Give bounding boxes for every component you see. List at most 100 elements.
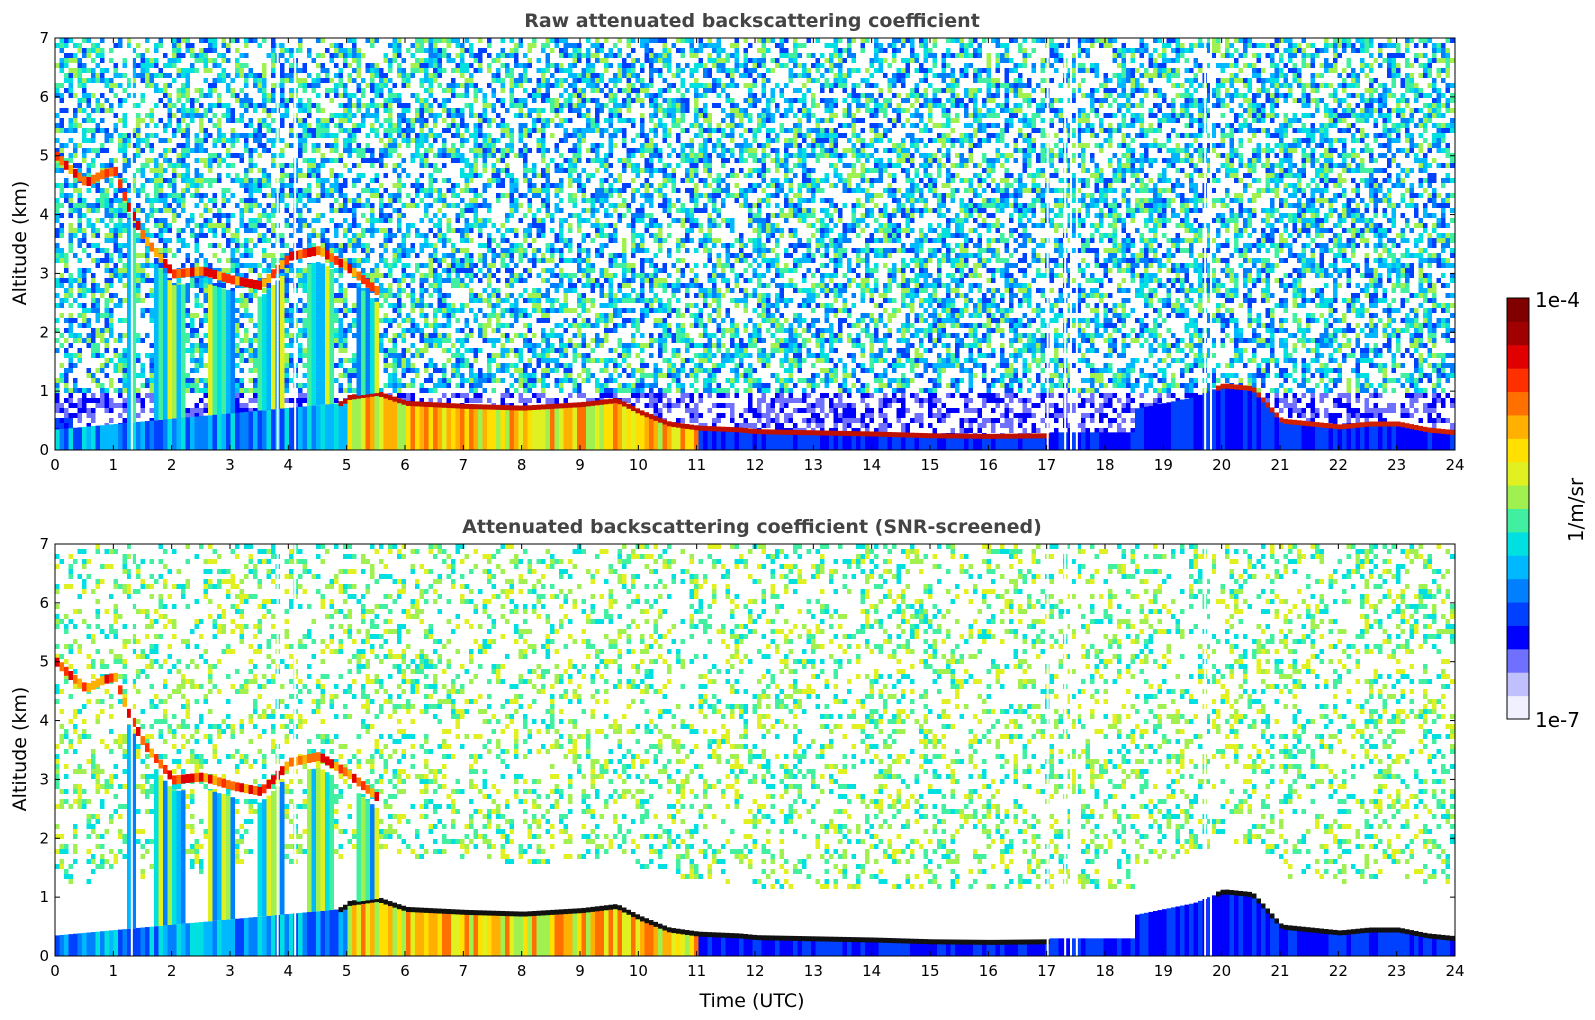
noise-cell xyxy=(100,258,105,263)
noise-cell xyxy=(145,293,150,298)
noise-cell xyxy=(266,193,271,198)
noise-cell xyxy=(482,188,487,193)
noise-cell xyxy=(397,228,402,233)
noise-cell xyxy=(230,268,235,273)
noise-cell xyxy=(284,208,289,213)
noise-cell xyxy=(397,43,402,48)
noise-cell xyxy=(190,218,195,223)
noise-cell xyxy=(145,178,150,183)
noise-cell xyxy=(302,103,307,108)
noise-cell xyxy=(181,178,186,183)
noise-cell xyxy=(221,268,226,273)
noise-cell xyxy=(248,198,253,203)
noise-cell xyxy=(424,303,429,308)
noise-cell xyxy=(77,408,82,413)
noise-cell xyxy=(478,268,483,273)
noise-cell xyxy=(208,153,213,158)
noise-cell xyxy=(284,103,289,108)
upper-cloud xyxy=(73,168,78,178)
noise-cell xyxy=(149,278,154,283)
noise-cell xyxy=(316,218,321,223)
noise-cell xyxy=(473,383,478,388)
noise-cell xyxy=(131,83,136,88)
noise-cell xyxy=(410,273,415,278)
noise-cell xyxy=(167,223,172,228)
noise-cell xyxy=(491,388,496,393)
noise-cell xyxy=(100,108,105,113)
noise-cell xyxy=(392,168,397,173)
noise-cell xyxy=(131,133,136,138)
noise-cell xyxy=(77,83,82,88)
noise-cell xyxy=(433,253,438,258)
noise-cell xyxy=(433,73,438,78)
noise-cell xyxy=(370,268,375,273)
noise-cell xyxy=(104,133,109,138)
noise-cell xyxy=(217,268,222,273)
noise-cell xyxy=(127,93,132,98)
noise-cell xyxy=(136,113,141,118)
noise-cell xyxy=(122,398,127,403)
noise-cell xyxy=(59,128,64,133)
noise-cell xyxy=(55,418,60,423)
noise-cell xyxy=(473,348,478,353)
noise-cell xyxy=(95,403,100,408)
noise-cell xyxy=(185,283,190,288)
noise-cell xyxy=(388,373,393,378)
noise-cell xyxy=(383,348,388,353)
noise-cell xyxy=(383,233,388,238)
noise-cell xyxy=(100,313,105,318)
noise-cell xyxy=(410,53,415,58)
noise-cell xyxy=(59,403,64,408)
noise-cell xyxy=(334,93,339,98)
noise-cell xyxy=(113,193,118,198)
noise-cell xyxy=(298,308,303,313)
noise-cell xyxy=(442,323,447,328)
noise-cell xyxy=(388,383,393,388)
noise-cell xyxy=(455,53,460,58)
noise-cell xyxy=(55,293,60,298)
noise-cell xyxy=(419,293,424,298)
noise-cell xyxy=(235,263,240,268)
noise-cell xyxy=(491,73,496,78)
noise-cell xyxy=(140,263,145,268)
noise-cell xyxy=(410,398,415,403)
noise-cell xyxy=(194,368,199,373)
noise-cell xyxy=(239,63,244,68)
noise-cell xyxy=(248,338,253,343)
noise-cell xyxy=(334,143,339,148)
aerosol-layer xyxy=(104,424,109,450)
noise-cell xyxy=(464,218,469,223)
noise-cell xyxy=(185,388,190,393)
noise-cell xyxy=(68,313,73,318)
noise-cell xyxy=(302,303,307,308)
noise-cell xyxy=(271,143,276,148)
aerosol-layer xyxy=(383,395,388,450)
noise-cell xyxy=(163,208,168,213)
noise-cell xyxy=(194,203,199,208)
noise-cell xyxy=(118,73,123,78)
noise-cell xyxy=(397,378,402,383)
noise-cell xyxy=(424,318,429,323)
noise-cell xyxy=(226,43,231,48)
noise-cell xyxy=(284,378,289,383)
noise-cell xyxy=(379,68,384,73)
noise-cell xyxy=(329,248,334,253)
noise-cell xyxy=(190,53,195,58)
noise-cell xyxy=(266,128,271,133)
noise-cell xyxy=(185,373,190,378)
noise-cell xyxy=(388,68,393,73)
noise-cell xyxy=(509,283,514,288)
noise-cell xyxy=(505,143,510,148)
noise-cell xyxy=(257,273,262,278)
noise-cell xyxy=(464,123,469,128)
noise-cell xyxy=(104,268,109,273)
noise-cell xyxy=(289,233,294,238)
noise-cell xyxy=(266,253,271,258)
noise-cell xyxy=(140,73,145,78)
boundary-layer-top xyxy=(419,401,424,407)
noise-cell xyxy=(329,148,334,153)
noise-cell xyxy=(397,298,402,303)
noise-cell xyxy=(190,118,195,123)
noise-cell xyxy=(451,393,456,398)
upper-cloud xyxy=(154,248,159,258)
